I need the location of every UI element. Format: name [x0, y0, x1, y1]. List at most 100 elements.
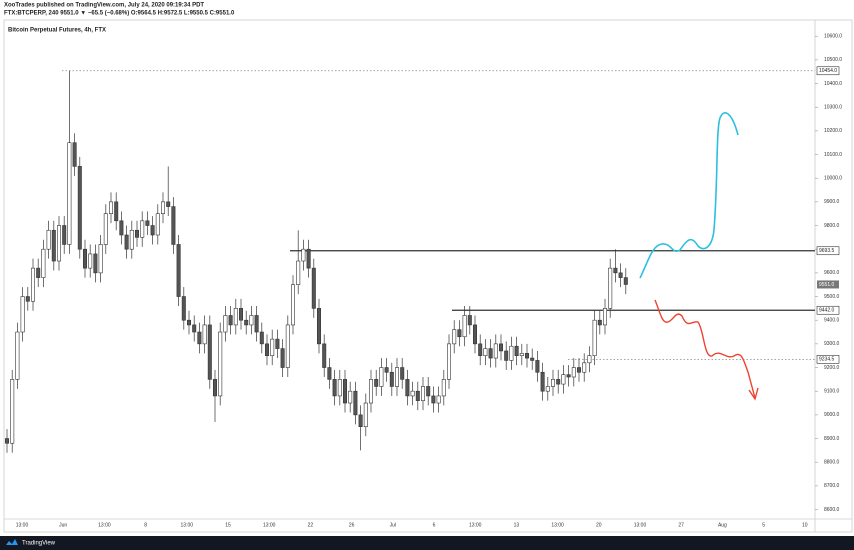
y-tick-label: 8900.0 [824, 436, 840, 442]
level-price-box [816, 246, 840, 256]
candle-body [15, 331, 20, 380]
x-tick-label: 8 [144, 522, 147, 528]
candle-body [218, 331, 223, 397]
candle-body [592, 319, 597, 357]
candle-body [353, 390, 358, 416]
candle-body [332, 379, 337, 397]
candle-body [535, 360, 540, 373]
candle-body [72, 142, 77, 167]
candle-body [296, 260, 301, 285]
x-tick-label: 13:00 [181, 522, 194, 528]
candle-body [368, 379, 373, 404]
candle-body [363, 402, 368, 427]
candle-body [280, 348, 285, 368]
candle-body [478, 343, 483, 357]
candle-body [613, 267, 618, 274]
level-price-label: 9234.5 [819, 357, 835, 363]
candle-body [161, 201, 166, 215]
y-tick-label: 10000.0 [824, 176, 842, 182]
candle-body [608, 267, 613, 309]
candle-body [223, 315, 228, 333]
y-tick-label: 9400.0 [824, 318, 840, 324]
candle-body [233, 308, 238, 326]
x-tick-label: Aug [718, 522, 727, 528]
candle-body [114, 201, 119, 222]
candle-body [187, 319, 192, 326]
candle-body [249, 315, 254, 326]
footer-bar [0, 536, 854, 550]
level-price-box [816, 66, 840, 76]
candle-body [166, 201, 171, 207]
candle-body [389, 371, 394, 387]
candle-body [259, 331, 264, 345]
candle-body [270, 338, 275, 356]
candle-body [67, 142, 72, 245]
candle-body [83, 248, 88, 269]
published-line: XooTrades published on TradingView.com, … [4, 3, 204, 9]
candle-body [171, 206, 176, 245]
candle-body [207, 324, 212, 380]
candle-body [145, 220, 150, 226]
candle-body [140, 220, 145, 238]
candle-body [561, 374, 566, 385]
x-tick-label: 15 [225, 522, 231, 528]
x-tick-label: 27 [678, 522, 684, 528]
candle-body [472, 324, 477, 345]
y-tick-label: 10200.0 [824, 128, 842, 134]
candle-body [462, 315, 467, 338]
candle-body [290, 284, 295, 326]
candle-body [129, 229, 134, 250]
candle-body [10, 379, 15, 444]
candle-body [524, 353, 529, 359]
candle-body [316, 308, 321, 345]
brand-text: TradingView [22, 541, 56, 547]
candle-body [623, 277, 628, 285]
candle-body [410, 390, 415, 397]
x-tick-label: 6 [433, 522, 436, 528]
candle-body [155, 213, 160, 236]
candle-body [602, 308, 607, 326]
y-tick-label: 10400.0 [824, 81, 842, 87]
candle-body [322, 343, 327, 368]
y-tick-label: 9300.0 [824, 341, 840, 347]
candle-body [618, 272, 623, 278]
candle-body [327, 367, 332, 380]
candle-body [176, 244, 181, 297]
candle-body [306, 248, 311, 269]
candle-body [379, 367, 384, 387]
level-price-box [816, 355, 840, 364]
x-tick-label: 20 [596, 522, 602, 528]
candle-body [358, 414, 363, 428]
candle-body [571, 367, 576, 378]
candle-body [530, 357, 535, 361]
candle-body [384, 367, 389, 373]
x-tick-label: 26 [349, 522, 355, 528]
candle-body [62, 225, 67, 245]
candle-body [311, 267, 316, 309]
candle-body [493, 343, 498, 359]
candle-body [254, 315, 259, 333]
candle-body [337, 379, 342, 397]
candle-body [488, 348, 493, 359]
candle-body [582, 362, 587, 373]
bullish-scenario-arrow [639, 112, 739, 279]
candle-body [264, 343, 269, 357]
y-tick-label: 9600.0 [824, 270, 840, 276]
candle-body [301, 248, 306, 262]
y-tick-label: 9500.0 [824, 294, 840, 300]
candle-body [566, 374, 571, 378]
candle-body [135, 229, 140, 238]
y-tick-label: 9900.0 [824, 199, 840, 205]
x-tick-label: 5 [762, 522, 765, 528]
candle-body [197, 331, 202, 345]
candle-body [446, 343, 451, 380]
candle-body [576, 367, 581, 373]
y-tick-label: 10300.0 [824, 105, 842, 111]
candle-body [93, 253, 98, 274]
x-tick-label: 13:00 [263, 522, 276, 528]
chart-frame [3, 19, 853, 533]
level-price-label: 9693.5 [819, 248, 835, 254]
candle-body [285, 324, 290, 368]
candle-body [124, 234, 129, 250]
